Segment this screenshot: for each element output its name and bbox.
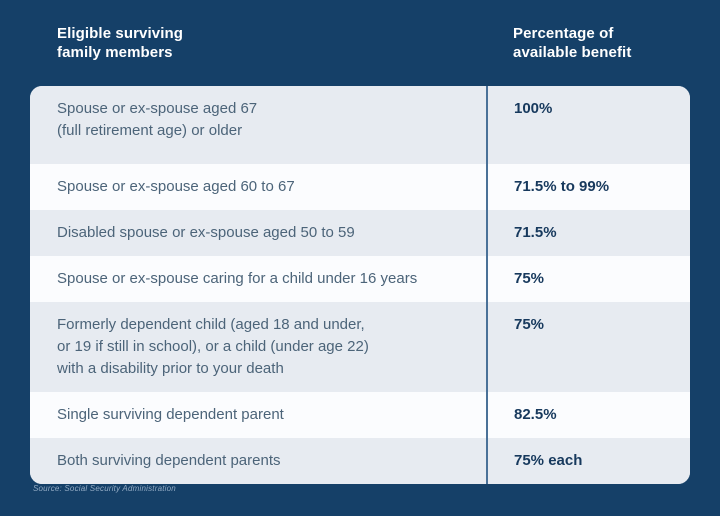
benefit-cell: 71.5% xyxy=(486,210,690,256)
member-cell: Formerly dependent child (aged 18 and un… xyxy=(57,316,369,377)
member-cell: Single surviving dependent parent xyxy=(57,406,284,423)
benefits-table: Spouse or ex-spouse aged 67 (full retire… xyxy=(30,86,690,484)
table-header: Eligible surviving family members Percen… xyxy=(0,0,720,62)
table-row: Spouse or ex-spouse caring for a child u… xyxy=(30,256,690,302)
member-cell: Both surviving dependent parents xyxy=(57,452,281,469)
table-row: Spouse or ex-spouse aged 60 to 67 71.5% … xyxy=(30,164,690,210)
table-row: Both surviving dependent parents 75% eac… xyxy=(30,438,690,484)
member-cell: Spouse or ex-spouse aged 67 (full retire… xyxy=(57,100,258,139)
column-header-benefit-percentage: Percentage of available benefit xyxy=(513,25,632,61)
benefit-cell: 71.5% to 99% xyxy=(486,164,690,210)
member-cell: Disabled spouse or ex-spouse aged 50 to … xyxy=(57,224,355,241)
member-cell: Spouse or ex-spouse caring for a child u… xyxy=(57,270,418,287)
benefit-cell: 75% each xyxy=(486,438,690,484)
column-header-family-members: Eligible surviving family members xyxy=(57,25,183,61)
table-row: Formerly dependent child (aged 18 and un… xyxy=(30,302,690,392)
table-row: Disabled spouse or ex-spouse aged 50 to … xyxy=(30,210,690,256)
source-attribution: Source: Social Security Administration xyxy=(33,484,176,493)
benefit-cell: 82.5% xyxy=(486,392,690,438)
table-row: Spouse or ex-spouse aged 67 (full retire… xyxy=(30,86,690,164)
benefit-cell: 75% xyxy=(486,256,690,302)
member-cell: Spouse or ex-spouse aged 60 to 67 xyxy=(57,178,295,195)
table-row: Single surviving dependent parent 82.5% xyxy=(30,392,690,438)
benefit-cell: 100% xyxy=(486,86,690,164)
benefit-cell: 75% xyxy=(486,302,690,392)
